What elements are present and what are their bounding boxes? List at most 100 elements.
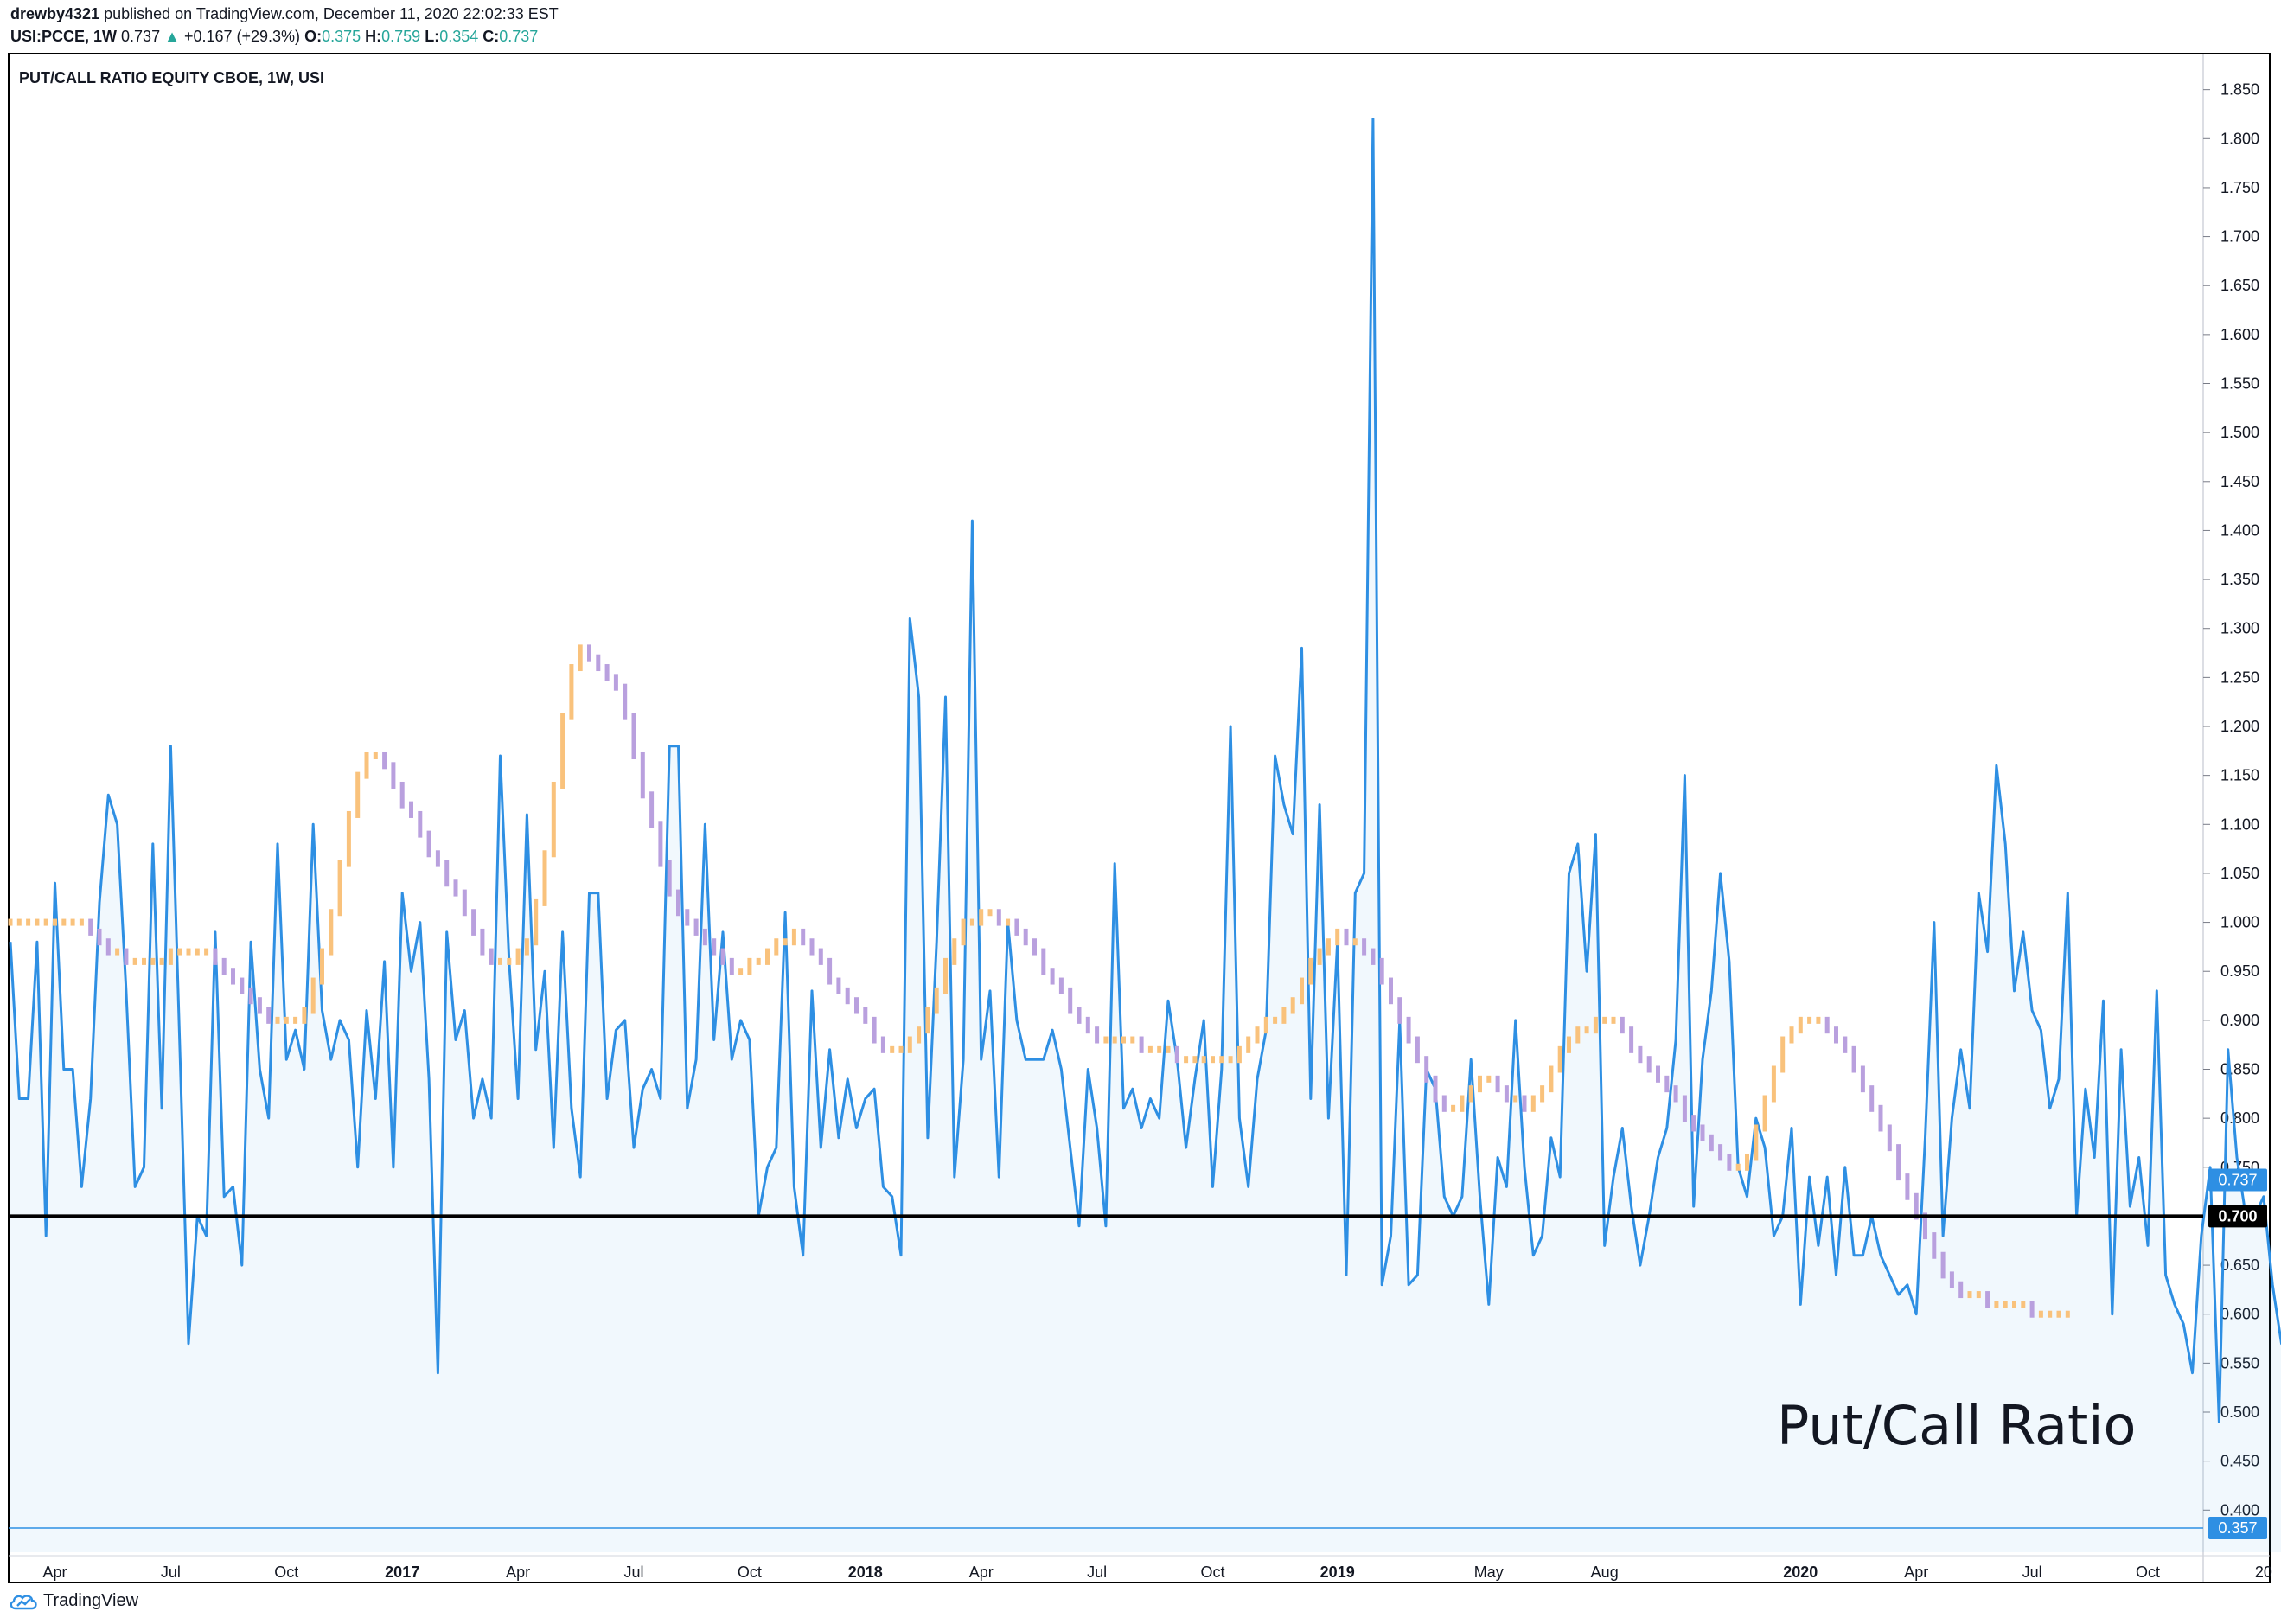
ma-segment (890, 1045, 895, 1053)
ma-segment (124, 948, 129, 965)
ma-segment (8, 918, 13, 926)
ma-segment (168, 948, 173, 965)
ma-segment (2029, 1301, 2035, 1318)
ma-segment (159, 957, 164, 965)
last-value-label: 0.737 (2218, 1172, 2257, 1189)
ma-segment (1157, 1045, 1162, 1053)
ma-segment (310, 977, 316, 1014)
ma-segment (391, 762, 396, 789)
ma-segment (1664, 1075, 1670, 1093)
tradingview-logo[interactable]: TradingView (9, 1591, 138, 1611)
ma-segment (1735, 1163, 1741, 1171)
close-value: 0.737 (499, 28, 539, 45)
ma-segment (346, 810, 351, 867)
ma-segment (640, 751, 645, 799)
ma-segment (720, 948, 725, 965)
last-value-badge (2208, 1168, 2267, 1192)
ma-segment (1308, 957, 1313, 985)
ma-segment (1994, 1301, 1999, 1308)
x-tick-label: 2020 (1783, 1563, 1818, 1581)
y-tick-label: 1.200 (2220, 718, 2259, 735)
x-tick-label: May (1474, 1563, 1504, 1581)
ma-segment (880, 1036, 885, 1053)
ma-segment (337, 860, 342, 917)
ma-segment (426, 830, 431, 858)
ma-segment (97, 928, 102, 946)
ma-segment (1923, 1212, 1927, 1240)
author-name[interactable]: drewby4321 (10, 5, 100, 22)
horizontal-line-badge (2208, 1205, 2267, 1228)
ma-segment (1273, 1016, 1278, 1024)
ma-segment (1557, 1045, 1562, 1073)
ma-segment (204, 948, 209, 956)
ma-segment (1522, 1095, 1527, 1112)
ma-segment (1362, 938, 1367, 956)
ma-segment (1451, 1104, 1456, 1112)
ma-segment (1976, 1291, 1981, 1299)
ma-segment (266, 1007, 272, 1024)
ma-segment (1620, 1016, 1625, 1034)
ma-segment (747, 957, 752, 975)
ma-segment (1166, 1045, 1171, 1053)
ma-segment (409, 801, 413, 818)
ma-segment (1638, 1045, 1643, 1064)
ma-segment (2048, 1310, 2053, 1318)
x-tick-label: Apr (506, 1563, 530, 1581)
ma-segment (2056, 1310, 2061, 1318)
ma-segment (801, 928, 806, 946)
ma-segment (1335, 928, 1340, 946)
ma-segment (195, 948, 200, 956)
ma-segment (35, 918, 40, 926)
tradingview-cloud-icon (10, 1594, 37, 1609)
ma-segment (1869, 1085, 1875, 1112)
ma-segment (738, 968, 744, 975)
ma-segment (1486, 1075, 1492, 1083)
ma-segment (1575, 1026, 1581, 1044)
x-tick-label: Oct (2136, 1563, 2160, 1581)
x-tick-label: Apr (42, 1563, 67, 1581)
ma-segment (1397, 997, 1402, 1024)
y-tick-label: 1.600 (2220, 326, 2259, 343)
x-tick-label: 20 (2255, 1563, 2272, 1581)
open-value: 0.375 (322, 28, 361, 45)
ma-segment (1789, 1026, 1794, 1044)
ma-segment (1041, 948, 1046, 975)
ma-segment (1246, 1036, 1251, 1053)
ma-segment (1058, 977, 1064, 994)
ma-segment (979, 909, 984, 926)
ma-segment (863, 1007, 868, 1024)
ma-segment (836, 977, 841, 994)
ma-segment (1878, 1104, 1883, 1132)
ma-segment (248, 987, 253, 1005)
low-marker-badge (2208, 1517, 2267, 1539)
ma-segment (2038, 1310, 2043, 1318)
ma-segment (898, 1045, 904, 1053)
ma-segment (1824, 1016, 1830, 1034)
ma-segment (1468, 1085, 1473, 1103)
ma-segment (240, 977, 245, 994)
ma-segment (613, 674, 618, 691)
ma-segment (221, 957, 227, 975)
ma-segment (1174, 1045, 1179, 1064)
x-tick-label: Apr (969, 1563, 994, 1581)
ma-segment (53, 918, 57, 926)
symbol-label: USI:PCCE, 1W (10, 28, 118, 45)
ma-segment (1077, 1007, 1082, 1024)
ma-segment (489, 948, 494, 965)
ma-segment (498, 957, 502, 965)
x-tick-label: Jul (623, 1563, 643, 1581)
y-tick-label: 1.150 (2220, 767, 2259, 784)
ma-segment (2003, 1301, 2008, 1308)
ma-segment (1112, 1036, 1117, 1044)
ma-segment (43, 918, 48, 926)
ma-segment (774, 938, 779, 956)
ma-segment (1896, 1144, 1901, 1181)
ma-segment (1513, 1095, 1518, 1103)
ma-segment (1121, 1036, 1126, 1044)
ma-segment (1014, 918, 1019, 936)
ma-segment (702, 928, 707, 946)
y-tick-label: 0.900 (2220, 1012, 2259, 1029)
ma-segment (320, 948, 324, 985)
ma-segment (1958, 1281, 1964, 1299)
